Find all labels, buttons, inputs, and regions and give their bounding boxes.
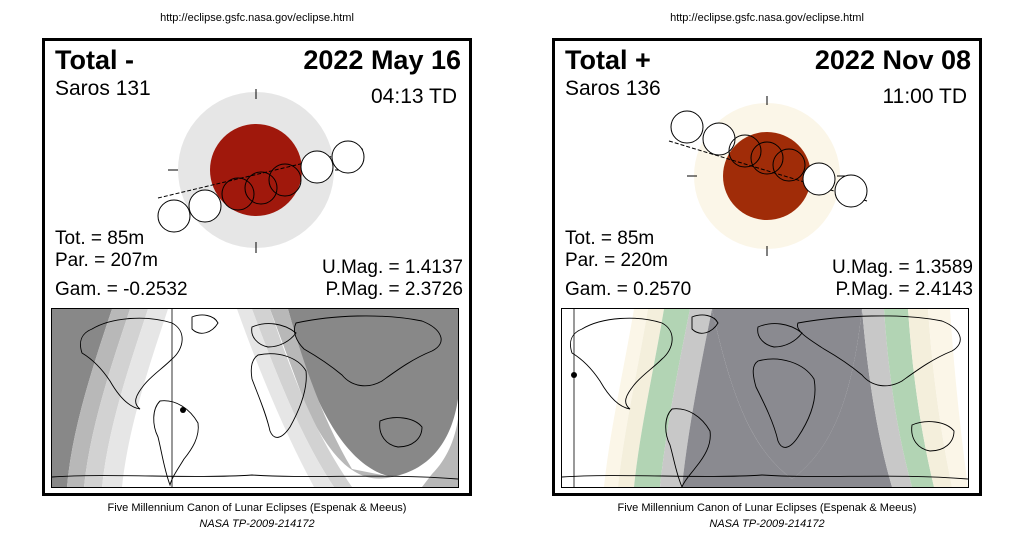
visibility-zone xyxy=(712,309,862,479)
umbral-magnitude: U.Mag. = 1.3589 xyxy=(831,257,973,278)
gamma-value: Gam. = 0.2570 xyxy=(565,279,692,300)
eclipse-date: 2022 Nov 08 xyxy=(814,45,971,75)
world-map-svg xyxy=(52,309,458,487)
eclipse-panel-may: http://eclipse.gsfc.nasa.gov/eclipse.htm… xyxy=(42,0,472,554)
moon-position xyxy=(802,162,836,196)
saros-number: Saros 131 xyxy=(55,77,151,100)
umbral-magnitude: U.Mag. = 1.4137 xyxy=(321,257,463,278)
moon-path-line xyxy=(668,140,868,202)
continent-asia xyxy=(797,315,961,387)
partial-duration: Par. = 207m xyxy=(55,250,158,271)
eclipse-geometry-diagram xyxy=(157,89,365,253)
partial-duration: Par. = 220m xyxy=(565,250,668,271)
moon-position xyxy=(244,171,278,205)
continent-antarctica xyxy=(562,474,968,480)
publication-id: NASA TP-2009-214172 xyxy=(199,518,315,530)
continent-south-america xyxy=(665,408,711,487)
totality-duration: Tot. = 85m xyxy=(565,228,655,249)
moon-position xyxy=(221,177,255,211)
moon-position xyxy=(188,189,222,223)
moon-position xyxy=(834,174,868,208)
eclipse-panel-nov: http://eclipse.gsfc.nasa.gov/eclipse.htm… xyxy=(552,0,982,554)
moon-zenith-marker xyxy=(180,407,186,413)
visibility-map xyxy=(561,308,969,488)
continent-europe xyxy=(757,323,803,348)
totality-duration: Tot. = 85m xyxy=(55,228,145,249)
canon-credit: Five Millennium Canon of Lunar Eclipses … xyxy=(107,502,407,514)
eclipse-frame: Total - Saros 131 2022 May 16 04:13 TD T… xyxy=(42,38,472,496)
umbra-shadow xyxy=(723,132,811,220)
penumbral-magnitude: P.Mag. = 2.3726 xyxy=(325,279,463,300)
moon-position xyxy=(728,134,762,168)
source-url[interactable]: http://eclipse.gsfc.nasa.gov/eclipse.htm… xyxy=(670,12,864,24)
moon-position xyxy=(268,163,302,197)
eclipse-time: 11:00 TD xyxy=(882,85,967,108)
moon-position xyxy=(702,122,736,156)
umbra-shadow xyxy=(210,124,302,216)
saros-number: Saros 136 xyxy=(565,77,661,100)
continent-europe xyxy=(251,323,297,348)
eclipse-type: Total - xyxy=(55,45,134,75)
moon-position xyxy=(772,148,806,182)
eclipse-type: Total + xyxy=(565,45,651,75)
moon-zenith-marker xyxy=(571,372,577,378)
continent-greenland xyxy=(691,314,719,334)
eclipse-geometry-diagram xyxy=(668,96,868,256)
continent-south-america xyxy=(153,400,199,487)
eclipse-time: 04:13 TD xyxy=(371,85,457,108)
continent-antarctica xyxy=(52,474,458,480)
continent-africa xyxy=(752,358,816,448)
canon-credit: Five Millennium Canon of Lunar Eclipses … xyxy=(617,502,917,514)
eclipse-date: 2022 May 16 xyxy=(303,45,461,75)
gamma-value: Gam. = -0.2532 xyxy=(55,279,188,300)
visibility-map xyxy=(51,308,459,488)
moon-position xyxy=(750,141,784,175)
moon-position xyxy=(300,150,334,184)
publication-id: NASA TP-2009-214172 xyxy=(709,518,825,530)
eclipse-frame: Total + Saros 136 2022 Nov 08 11:00 TD T… xyxy=(552,38,982,496)
continent-greenland xyxy=(191,314,219,334)
moon-position xyxy=(331,140,365,174)
continent-asia xyxy=(293,315,442,387)
visibility-zone xyxy=(52,309,112,487)
continent-africa xyxy=(250,353,307,438)
continent-australia xyxy=(911,421,955,452)
continent-australia xyxy=(379,417,423,448)
moon-position xyxy=(670,110,704,144)
moon-position xyxy=(157,199,191,233)
source-url[interactable]: http://eclipse.gsfc.nasa.gov/eclipse.htm… xyxy=(160,12,354,24)
penumbral-magnitude: P.Mag. = 2.4143 xyxy=(835,279,973,300)
visibility-zone xyxy=(288,309,458,477)
continent-north-america xyxy=(570,317,673,410)
world-map-svg xyxy=(562,309,968,487)
